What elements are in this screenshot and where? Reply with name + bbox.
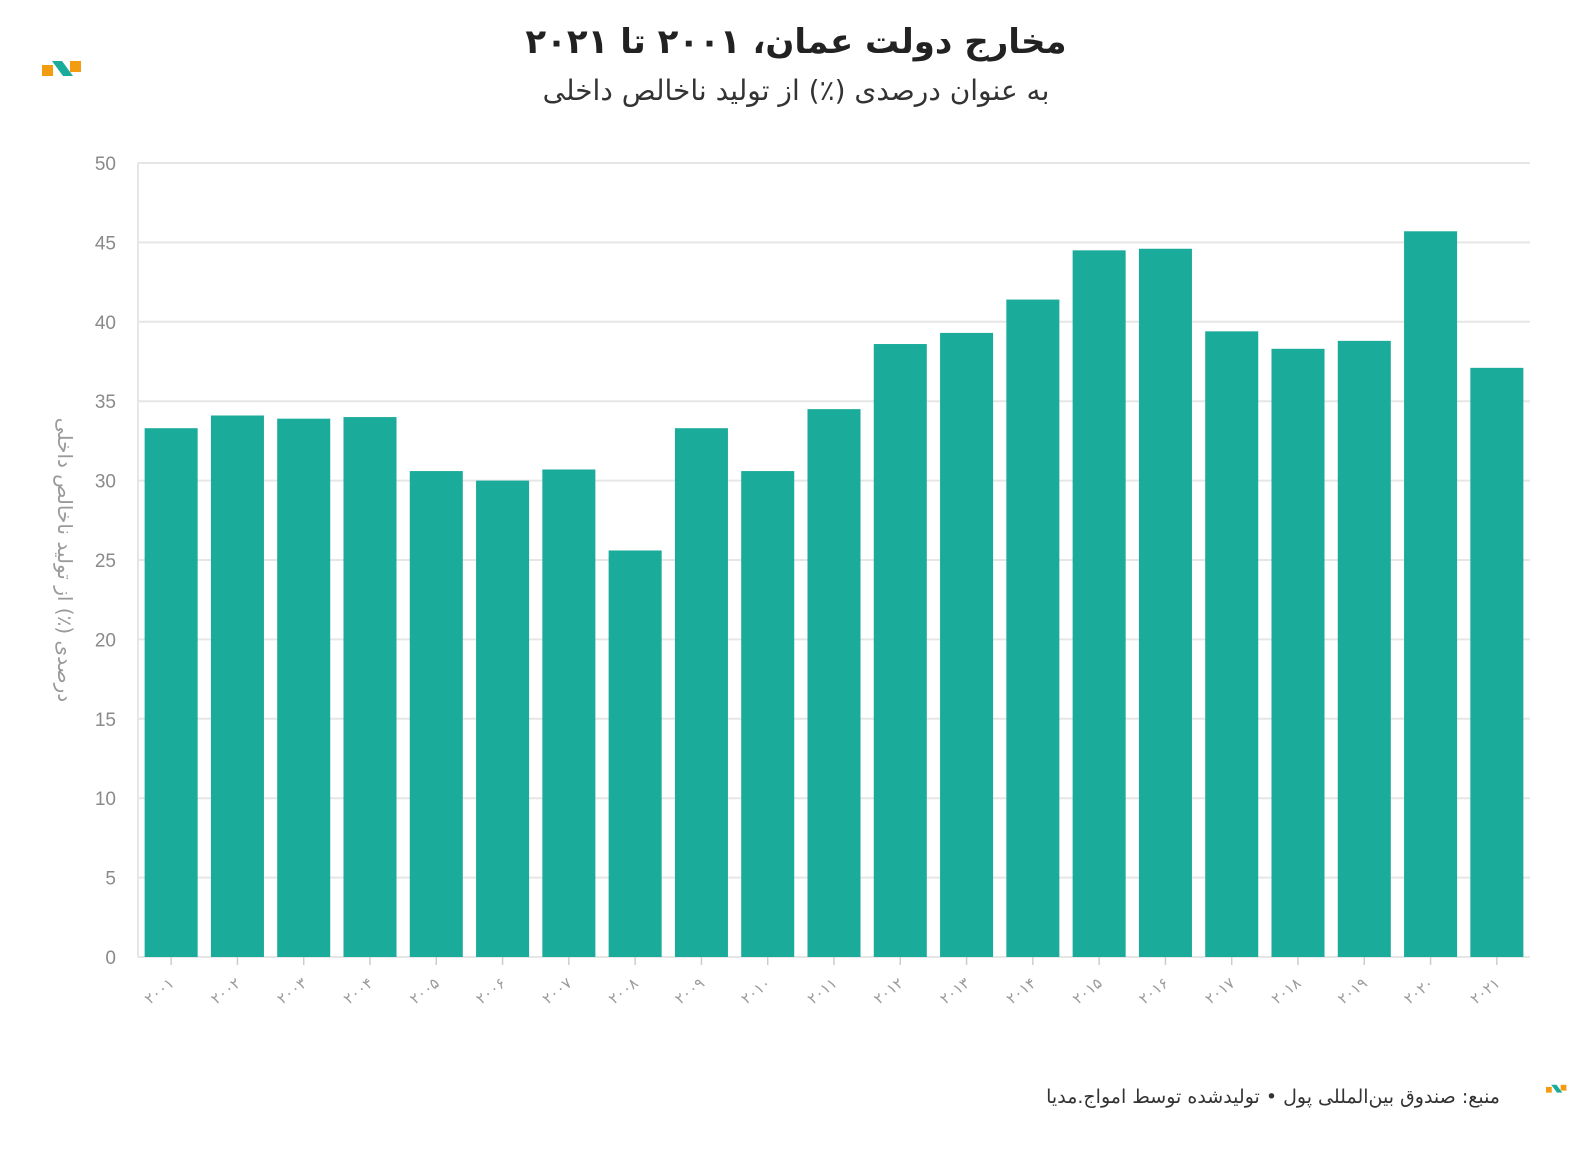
x-tick-label: ۲۰۰۳ bbox=[274, 974, 310, 1008]
bar bbox=[873, 344, 927, 958]
bar bbox=[144, 428, 198, 957]
x-tick-label: ۲۰۲۱ bbox=[1467, 974, 1503, 1008]
x-tick-label: ۲۰۱۳ bbox=[937, 974, 973, 1008]
bar bbox=[277, 418, 331, 958]
x-tick-label: ۲۰۱۵ bbox=[1069, 974, 1105, 1008]
x-tick-label: ۲۰۱۲ bbox=[870, 974, 906, 1008]
y-tick-label: 5 bbox=[105, 869, 116, 890]
y-tick-label: 50 bbox=[95, 154, 116, 175]
x-tick-label: ۲۰۱۶ bbox=[1135, 974, 1171, 1008]
bar bbox=[940, 332, 994, 957]
y-tick-label: 0 bbox=[105, 948, 116, 969]
bar bbox=[1006, 299, 1060, 957]
source-footer: منبع: صندوق بین‌المللی پول • تولیدشده تو… bbox=[1046, 1086, 1500, 1108]
y-tick-label: 40 bbox=[95, 313, 116, 334]
bar bbox=[409, 471, 463, 957]
amwaj-logo-icon bbox=[42, 61, 81, 76]
bar bbox=[1337, 340, 1391, 958]
bar bbox=[1072, 250, 1126, 958]
y-tick-label: 30 bbox=[95, 472, 116, 493]
y-tick-label: 20 bbox=[95, 630, 116, 651]
y-tick-label: 10 bbox=[95, 789, 116, 810]
x-tick-label: ۲۰۱۷ bbox=[1202, 974, 1238, 1008]
x-tick-label: ۲۰۱۰ bbox=[738, 974, 774, 1008]
y-tick-label: 25 bbox=[95, 551, 116, 572]
chart-subtitle: به عنوان درصدی (٪) از تولید ناخالص داخلی bbox=[542, 74, 1050, 107]
y-tick-label: 15 bbox=[95, 710, 116, 731]
x-tick-label: ۲۰۱۸ bbox=[1268, 974, 1304, 1008]
bar bbox=[1404, 231, 1458, 957]
bar bbox=[343, 417, 397, 958]
x-tick-label: ۲۰۰۷ bbox=[539, 974, 575, 1008]
y-axis-label: درصدی (٪) از تولید ناخالص داخلی bbox=[53, 418, 77, 702]
bar bbox=[476, 480, 530, 957]
x-tick-label: ۲۰۱۹ bbox=[1334, 974, 1370, 1008]
x-tick-label: ۲۰۰۸ bbox=[605, 974, 641, 1008]
x-tick-label: ۲۰۰۵ bbox=[406, 974, 442, 1008]
x-tick-label: ۲۰۰۴ bbox=[340, 974, 376, 1008]
chart-title: مخارج دولت عمان، ۲۰۰۱ تا ۲۰۲۱ bbox=[525, 22, 1067, 62]
y-tick-label: 35 bbox=[95, 392, 116, 413]
bars bbox=[144, 231, 1524, 958]
bar bbox=[741, 471, 795, 957]
x-tick-label: ۲۰۰۱ bbox=[141, 974, 177, 1008]
x-axis-ticks: ۲۰۰۱ ۲۰۰۲ ۲۰۰۳ ۲۰۰۴ ۲۰۰۵ ۲۰۰۶ ۲۰۰۷ ۲۰۰۸ ۲۰۰۹ ۲۰۱۰… bbox=[141, 957, 1503, 1008]
bar bbox=[1205, 331, 1259, 957]
x-tick-label: ۲۰۱۱ bbox=[804, 974, 840, 1008]
bar bbox=[807, 409, 861, 957]
x-tick-label: ۲۰۰۶ bbox=[473, 974, 509, 1008]
x-tick-label: ۲۰۲۰ bbox=[1401, 974, 1437, 1008]
bar bbox=[542, 469, 596, 957]
amwaj-small-logo-icon bbox=[1546, 1084, 1567, 1093]
x-tick-label: ۲۰۱۴ bbox=[1003, 974, 1039, 1008]
y-axis-ticks: 0 5 10 15 20 25 30 35 40 45 50 bbox=[95, 154, 116, 969]
bar bbox=[608, 550, 662, 957]
bar bbox=[210, 415, 264, 957]
x-tick-label: ۲۰۰۲ bbox=[207, 974, 243, 1008]
bar bbox=[1470, 367, 1524, 957]
bar bbox=[1271, 348, 1325, 957]
bar bbox=[674, 428, 728, 957]
x-tick-label: ۲۰۰۹ bbox=[671, 974, 707, 1008]
y-tick-label: 45 bbox=[95, 233, 116, 254]
bar bbox=[1138, 248, 1192, 957]
